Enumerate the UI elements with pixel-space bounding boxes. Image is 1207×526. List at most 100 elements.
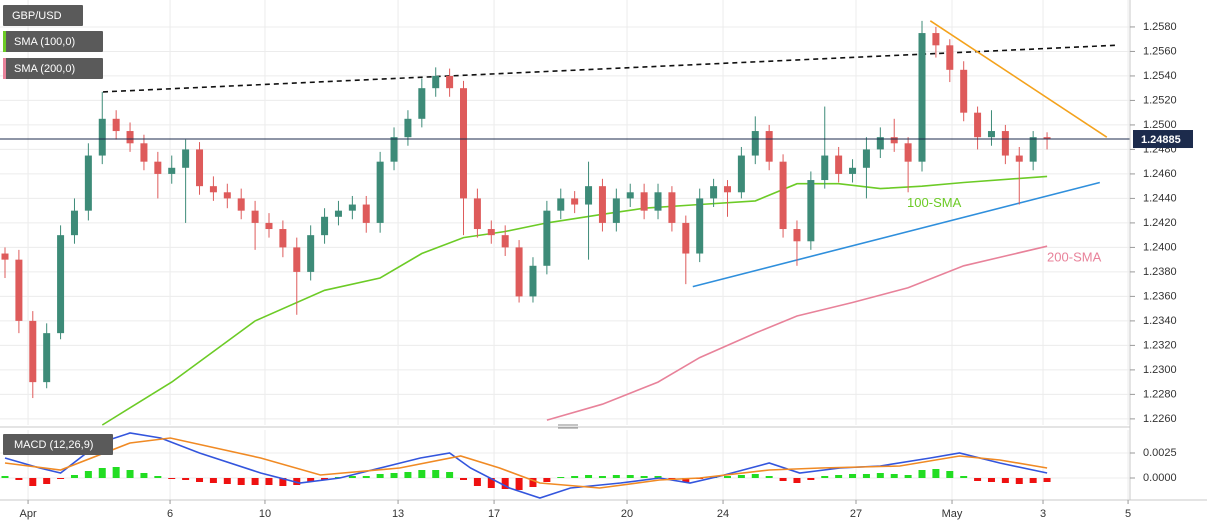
panel-handle[interactable] — [558, 424, 578, 429]
legend-box — [3, 434, 113, 455]
macd-histogram-bar — [515, 478, 523, 490]
legend-label: SMA (200,0) — [14, 63, 75, 75]
macd-histogram-bar — [196, 478, 204, 482]
y-tick-label: 0.0000 — [1143, 472, 1177, 484]
candle-body — [612, 198, 620, 223]
candle-body — [112, 118, 120, 132]
macd-histogram-bar — [668, 478, 676, 479]
y-tick-label: 1.2400 — [1143, 241, 1177, 253]
macd-histogram-bar — [1029, 478, 1037, 483]
macd-histogram-bar — [418, 470, 426, 478]
candle-body — [779, 161, 787, 230]
candle-body — [348, 204, 356, 211]
candle-body — [668, 192, 676, 223]
macd-histogram-bar — [960, 476, 968, 478]
candle-body — [209, 186, 217, 193]
candle-body — [98, 118, 106, 156]
candle-body — [321, 216, 329, 236]
macd-histogram-bar — [807, 478, 815, 480]
legend-label: SMA (100,0) — [14, 36, 75, 48]
macd-histogram-bar — [348, 476, 356, 478]
candle-body — [196, 149, 204, 187]
x-tick-label: 24 — [717, 508, 729, 520]
candle-body — [543, 210, 551, 266]
macd-histogram-bar — [598, 476, 606, 478]
candle-body — [223, 192, 231, 199]
trendline — [692, 181, 1100, 288]
candle-body — [15, 259, 23, 321]
candle-body — [376, 161, 384, 223]
x-tick-label: 27 — [850, 508, 862, 520]
macd-histogram-bar — [154, 476, 162, 478]
labels: Apr 6 10 13 17 20 24 27 May 3 5 1.2260 1.2280 1.2300 1… — [3, 5, 1193, 520]
candle-body — [571, 198, 579, 205]
y-tick-label: 1.2540 — [1143, 70, 1177, 82]
macd-histogram-bar — [126, 470, 134, 478]
macd-histogram-bar — [876, 473, 884, 478]
candle-body — [821, 155, 829, 181]
trendline — [929, 20, 1108, 138]
x-tick-label: 20 — [621, 508, 633, 520]
macd-histogram-bar — [682, 478, 690, 482]
macd-histogram-bar — [974, 478, 982, 481]
candle-body — [432, 75, 440, 89]
candle-body — [515, 247, 523, 297]
candle-body — [70, 210, 78, 236]
macd-histogram-bar — [321, 478, 329, 480]
macd-line — [4, 437, 1048, 489]
candle-body — [307, 235, 315, 272]
macd-histogram-bar — [1, 476, 9, 478]
macd-histogram-bar — [140, 473, 148, 478]
macd-histogram-bar — [1043, 478, 1051, 482]
candle-body — [557, 198, 565, 211]
candle-body — [1001, 131, 1009, 156]
y-tick-label: 1.2500 — [1143, 119, 1177, 131]
macd-histogram-bar — [501, 478, 509, 489]
macd-histogram-bar — [793, 478, 801, 483]
candle-body — [890, 137, 898, 144]
macd-histogram-bar — [432, 470, 440, 478]
macd-histogram-bar — [237, 478, 245, 485]
macd-histogram-bar — [849, 474, 857, 478]
candle-body — [1029, 137, 1037, 162]
candle-body — [487, 229, 495, 236]
sma-label: 100-SMA — [907, 195, 962, 210]
candle-body — [1043, 137, 1051, 140]
y-tick-label: 1.2340 — [1143, 315, 1177, 327]
x-tick-label: May — [942, 508, 963, 520]
y-tick-label: 1.2280 — [1143, 388, 1177, 400]
macd-histogram-bar — [751, 474, 759, 478]
macd-histogram-bar — [835, 475, 843, 478]
macd-histogram-bar — [112, 467, 120, 478]
macd-histogram-bar — [57, 478, 65, 479]
candle-body — [640, 192, 648, 211]
macd-histogram-bar — [987, 478, 995, 482]
macd-histogram-bar — [612, 475, 620, 478]
candle-body — [918, 33, 926, 162]
x-tick-label: 10 — [259, 508, 271, 520]
macd-histogram-bar — [473, 478, 481, 486]
candle-body — [154, 161, 162, 174]
macd-histogram-bar — [585, 475, 593, 478]
plot — [0, 20, 1130, 499]
y-tick-label: 1.2320 — [1143, 339, 1177, 351]
macd-histogram-bar — [640, 476, 648, 478]
candle-body — [737, 155, 745, 193]
legend-swatch — [3, 58, 6, 79]
candle-body — [404, 118, 412, 138]
macd-histogram-bar — [223, 478, 231, 484]
macd-histogram-bar — [251, 478, 259, 485]
candle-body — [974, 112, 982, 138]
macd-histogram-bar — [779, 478, 787, 481]
candle-body — [501, 235, 509, 248]
candle-body — [849, 167, 857, 174]
candle-body — [876, 137, 884, 150]
macd-histogram-bar — [904, 475, 912, 478]
x-tick-label: 17 — [488, 508, 500, 520]
legend-box — [3, 31, 103, 52]
legend-label: MACD (12,26,9) — [14, 439, 93, 451]
legend-box — [3, 5, 83, 26]
candle-body — [710, 186, 718, 199]
y-tick-label: 1.2260 — [1143, 413, 1177, 425]
